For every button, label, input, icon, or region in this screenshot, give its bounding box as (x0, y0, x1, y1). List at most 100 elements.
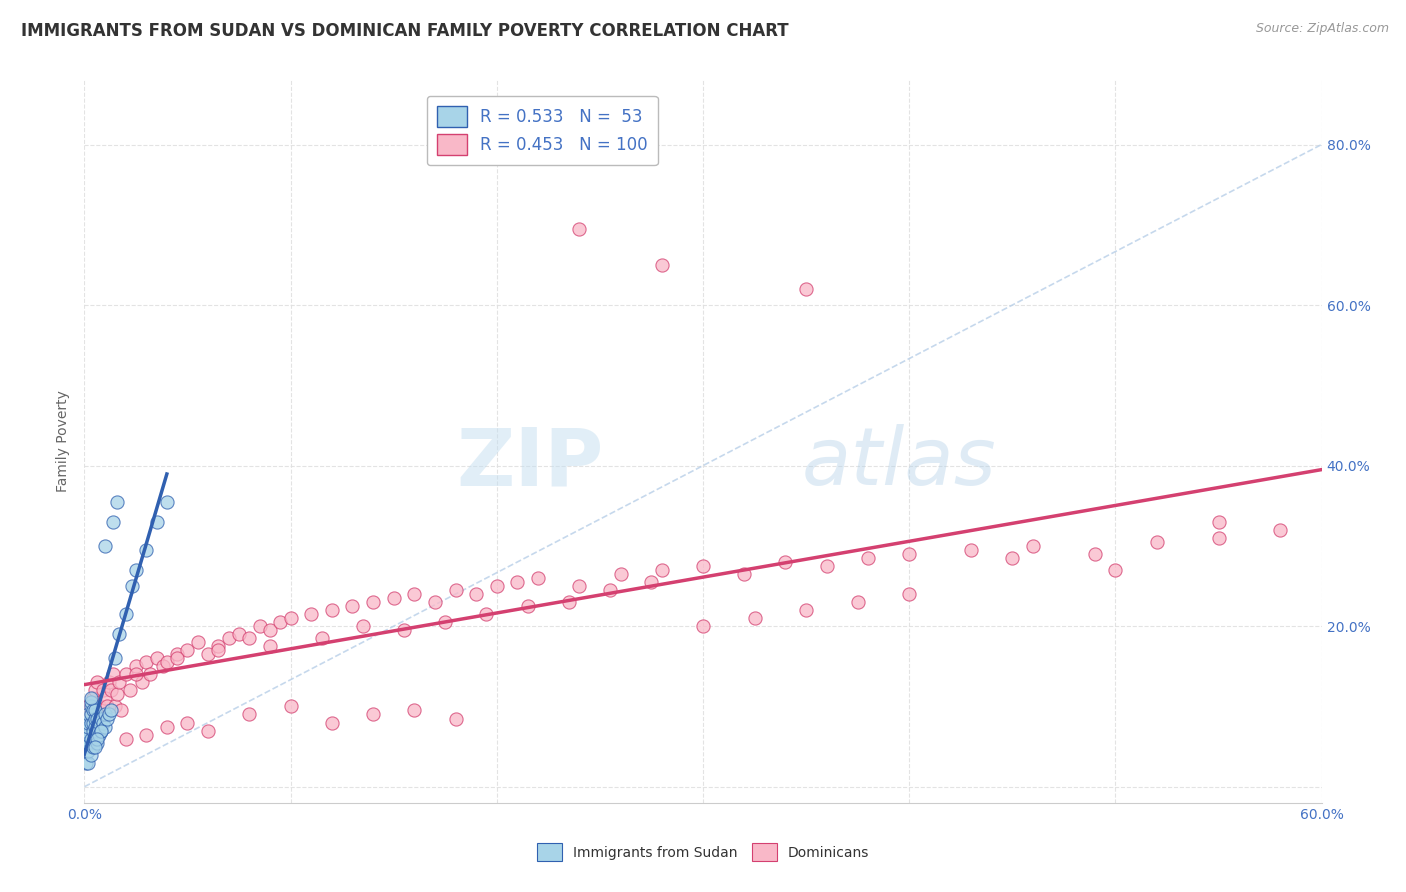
Point (100, 683, 122, 698)
Point (1022, 539, 1045, 553)
Point (187, 635, 209, 649)
Point (898, 587, 921, 601)
Point (87, 715, 110, 730)
Point (104, 699, 127, 714)
Point (207, 643, 229, 657)
Point (114, 731, 136, 746)
Point (108, 627, 131, 641)
Point (86, 735, 108, 749)
Point (1208, 515, 1230, 529)
Point (79, 715, 101, 730)
Point (135, 542, 157, 557)
Point (352, 619, 374, 633)
Point (91, 683, 114, 698)
Point (145, 651, 167, 665)
Point (218, 632, 240, 646)
Point (152, 659, 174, 673)
Point (176, 715, 198, 730)
Point (96, 699, 118, 714)
Point (321, 715, 343, 730)
Point (960, 542, 983, 557)
Point (98, 675, 121, 690)
Point (121, 579, 143, 593)
Text: IMMIGRANTS FROM SUDAN VS DOMINICAN FAMILY POVERTY CORRELATION CHART: IMMIGRANTS FROM SUDAN VS DOMINICAN FAMIL… (21, 22, 789, 40)
Point (361, 707, 384, 722)
Point (75, 731, 97, 746)
Point (166, 651, 188, 665)
Point (558, 595, 581, 609)
Point (135, 728, 157, 742)
Point (640, 574, 662, 589)
Point (259, 623, 281, 637)
Point (104, 651, 127, 665)
Point (75, 756, 97, 770)
Point (77, 756, 100, 770)
Point (568, 221, 591, 235)
Point (77, 735, 100, 749)
Point (83, 712, 105, 726)
Point (79, 699, 101, 714)
Point (197, 723, 219, 738)
Point (90, 723, 112, 738)
Point (82, 739, 104, 754)
Point (898, 547, 921, 561)
Point (77, 699, 100, 714)
Point (135, 655, 157, 669)
Point (815, 558, 838, 573)
Point (82, 723, 104, 738)
Point (1084, 547, 1107, 561)
Point (506, 574, 529, 589)
Point (94, 719, 117, 733)
Point (94, 691, 117, 706)
Point (90, 723, 112, 738)
Point (423, 595, 446, 609)
Point (651, 563, 673, 577)
Point (103, 667, 125, 681)
Point (361, 595, 384, 609)
Point (96, 712, 118, 726)
Point (692, 619, 714, 633)
Point (434, 615, 457, 630)
Point (83, 719, 105, 733)
Point (516, 599, 538, 614)
Point (86, 723, 108, 738)
Point (77, 707, 100, 722)
Point (475, 607, 498, 621)
Point (444, 583, 467, 598)
Point (108, 675, 131, 690)
Y-axis label: Family Poverty: Family Poverty (56, 391, 70, 492)
Point (207, 639, 229, 653)
Point (259, 639, 281, 653)
Point (87, 699, 110, 714)
Point (382, 591, 405, 606)
Point (114, 667, 136, 681)
Point (87, 728, 110, 742)
Point (86, 675, 108, 690)
Point (156, 655, 179, 669)
Point (794, 282, 817, 296)
Point (79, 731, 101, 746)
Point (114, 607, 136, 621)
Point (228, 627, 250, 641)
Point (1208, 531, 1230, 545)
Point (1146, 534, 1168, 549)
Point (125, 563, 148, 577)
Point (145, 515, 167, 529)
Point (444, 712, 467, 726)
Point (82, 691, 104, 706)
Point (1001, 551, 1024, 566)
Point (100, 703, 122, 717)
Point (75, 723, 97, 738)
Point (83, 739, 105, 754)
Point (83, 683, 105, 698)
Point (79, 707, 101, 722)
Point (599, 583, 621, 598)
Point (125, 659, 148, 673)
Point (105, 687, 128, 701)
Point (238, 707, 260, 722)
Point (103, 515, 125, 529)
Point (733, 567, 755, 582)
Point (83, 731, 105, 746)
Point (83, 703, 105, 717)
Point (91, 715, 114, 730)
